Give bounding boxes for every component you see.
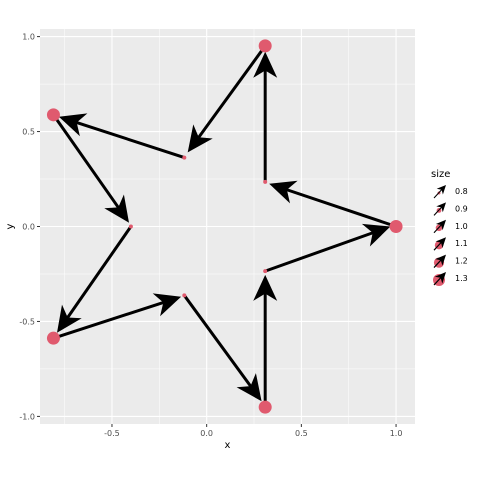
- arrow: [253, 274, 278, 408]
- point-layer: [46, 39, 403, 414]
- legend-label: 0.9: [455, 204, 468, 213]
- arrow-shaft: [433, 276, 442, 286]
- legend-label: 0.8: [455, 187, 468, 196]
- x-tick-label: -0.5: [104, 429, 120, 438]
- x-tick-label: 0.0: [200, 429, 213, 438]
- arrow-head: [436, 202, 446, 213]
- arrow: [58, 113, 185, 159]
- legend-arrow: [433, 254, 446, 269]
- arrow: [187, 45, 267, 153]
- arrow-shaft: [433, 188, 443, 199]
- legend-label: 1.0: [455, 222, 468, 231]
- arrow-shaft: [264, 230, 377, 273]
- x-axis-title: x: [225, 440, 231, 451]
- legend-arrow: [433, 237, 446, 251]
- arrow-head: [434, 272, 446, 284]
- arrow-head: [436, 185, 446, 195]
- arrow-shaft: [433, 223, 443, 234]
- y-tick-label: -1.0: [19, 412, 35, 421]
- x-tick-label: 1.0: [390, 429, 403, 438]
- arrow-layer: [52, 45, 397, 408]
- data-point: [128, 224, 133, 229]
- data-point: [182, 293, 187, 298]
- y-tick-label: 1.0: [22, 33, 35, 42]
- legend-key: [433, 202, 446, 216]
- data-point: [182, 155, 187, 160]
- legend-arrow: [433, 219, 446, 234]
- data-point: [389, 220, 403, 233]
- legend-label: 1.3: [455, 274, 468, 283]
- legend-label: 1.2: [455, 257, 468, 266]
- arrow: [264, 223, 391, 273]
- arrow: [183, 294, 262, 402]
- legend-key: [433, 219, 446, 234]
- legend: size 0.8 0.9 1.0 1.1 1.2 1.3: [431, 169, 468, 286]
- arrow-head: [57, 304, 82, 333]
- arrow-head: [104, 194, 129, 223]
- y-tick-label: -0.5: [19, 317, 35, 326]
- legend-title: size: [431, 169, 450, 180]
- arrow-shaft: [64, 225, 133, 321]
- arrow-head: [58, 113, 88, 137]
- arrow-shaft: [433, 258, 443, 269]
- data-point: [46, 108, 60, 122]
- legend-key: [433, 254, 446, 269]
- arrow: [269, 180, 397, 228]
- arrow-head: [269, 180, 298, 204]
- legend-arrow: [433, 185, 446, 199]
- y-axis-ticks: -1.0 -0.5 0.0 0.5 1.0: [19, 33, 40, 421]
- arrow-shaft: [433, 241, 443, 251]
- arrow-head: [187, 124, 213, 153]
- data-point: [263, 269, 268, 274]
- arrow-shaft: [433, 206, 443, 216]
- arrow-head: [435, 237, 446, 248]
- legend-arrow: [433, 202, 446, 216]
- arrow: [52, 293, 182, 340]
- arrow-shaft: [195, 45, 267, 141]
- arrow-head: [152, 293, 182, 317]
- x-tick-label: 0.5: [295, 429, 308, 438]
- arrow-shaft: [183, 294, 254, 390]
- arrow-shaft: [52, 300, 167, 340]
- legend-arrow: [433, 272, 446, 286]
- y-tick-label: 0.5: [22, 128, 35, 137]
- y-tick-label: 0.0: [22, 223, 35, 232]
- legend-label: 1.1: [455, 239, 468, 248]
- arrow: [52, 113, 129, 223]
- legend-key: [433, 272, 446, 286]
- data-point: [258, 400, 272, 414]
- arrow-head: [435, 219, 446, 231]
- arrow-head: [236, 373, 262, 402]
- arrow: [253, 51, 278, 182]
- arrow-shaft: [283, 187, 397, 228]
- y-axis-title: y: [5, 223, 16, 229]
- arrow: [57, 225, 133, 333]
- arrow-shaft: [52, 113, 122, 211]
- data-point: [46, 331, 60, 345]
- arrow-head: [361, 223, 391, 247]
- legend-key: [433, 237, 446, 251]
- x-axis-ticks: -0.5 0.0 0.5 1.0: [104, 424, 402, 438]
- data-point: [258, 39, 272, 53]
- arrow-head: [253, 51, 278, 78]
- data-point: [263, 179, 268, 184]
- arrow-head: [435, 254, 446, 266]
- arrow-head: [253, 274, 278, 301]
- legend-key: [433, 185, 446, 199]
- arrow-shaft: [73, 120, 185, 159]
